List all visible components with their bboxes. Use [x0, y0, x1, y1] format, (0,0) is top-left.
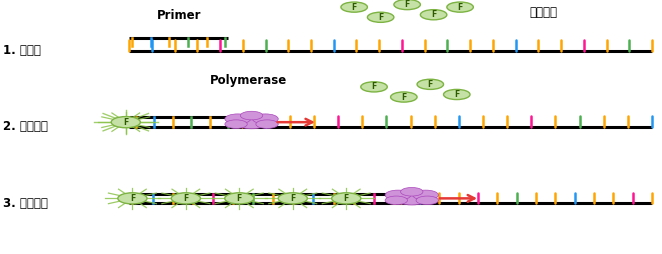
Circle shape [367, 12, 394, 22]
Circle shape [240, 111, 263, 120]
Text: F: F [457, 3, 463, 12]
Circle shape [278, 193, 307, 204]
Circle shape [118, 193, 147, 204]
Text: Primer: Primer [156, 9, 201, 22]
Text: F: F [183, 194, 189, 203]
Text: F: F [454, 90, 459, 99]
Circle shape [416, 196, 438, 205]
Text: F: F [123, 118, 128, 127]
Text: F: F [237, 194, 242, 203]
Circle shape [225, 193, 254, 204]
Text: 2. 引物退火: 2. 引物退火 [3, 120, 48, 134]
Circle shape [447, 2, 473, 12]
Circle shape [394, 0, 420, 10]
Text: F: F [344, 194, 349, 203]
Text: Polymerase: Polymerase [210, 74, 287, 87]
Text: F: F [428, 80, 433, 89]
Circle shape [395, 192, 429, 205]
Circle shape [234, 116, 269, 129]
Circle shape [385, 196, 408, 205]
Text: 1. 热变性: 1. 热变性 [3, 44, 41, 57]
Circle shape [420, 10, 447, 20]
Text: F: F [378, 13, 383, 22]
Circle shape [252, 114, 278, 124]
Circle shape [332, 193, 361, 204]
Circle shape [417, 79, 444, 89]
Text: F: F [404, 0, 410, 9]
Circle shape [361, 82, 387, 92]
Text: F: F [290, 194, 295, 203]
Text: F: F [130, 194, 135, 203]
Circle shape [171, 193, 201, 204]
Circle shape [412, 190, 438, 200]
Circle shape [225, 114, 251, 124]
Text: F: F [352, 3, 357, 12]
Text: 荧光物质: 荧光物质 [530, 6, 557, 19]
Circle shape [256, 120, 278, 129]
Text: F: F [401, 92, 406, 102]
Circle shape [401, 187, 423, 196]
Circle shape [391, 92, 417, 102]
Circle shape [225, 120, 248, 129]
Text: 3. 延伸反应: 3. 延伸反应 [3, 197, 48, 210]
Circle shape [111, 117, 140, 128]
Text: F: F [431, 10, 436, 19]
Circle shape [444, 89, 470, 100]
Circle shape [385, 190, 411, 200]
Text: F: F [371, 82, 377, 91]
Circle shape [341, 2, 367, 12]
